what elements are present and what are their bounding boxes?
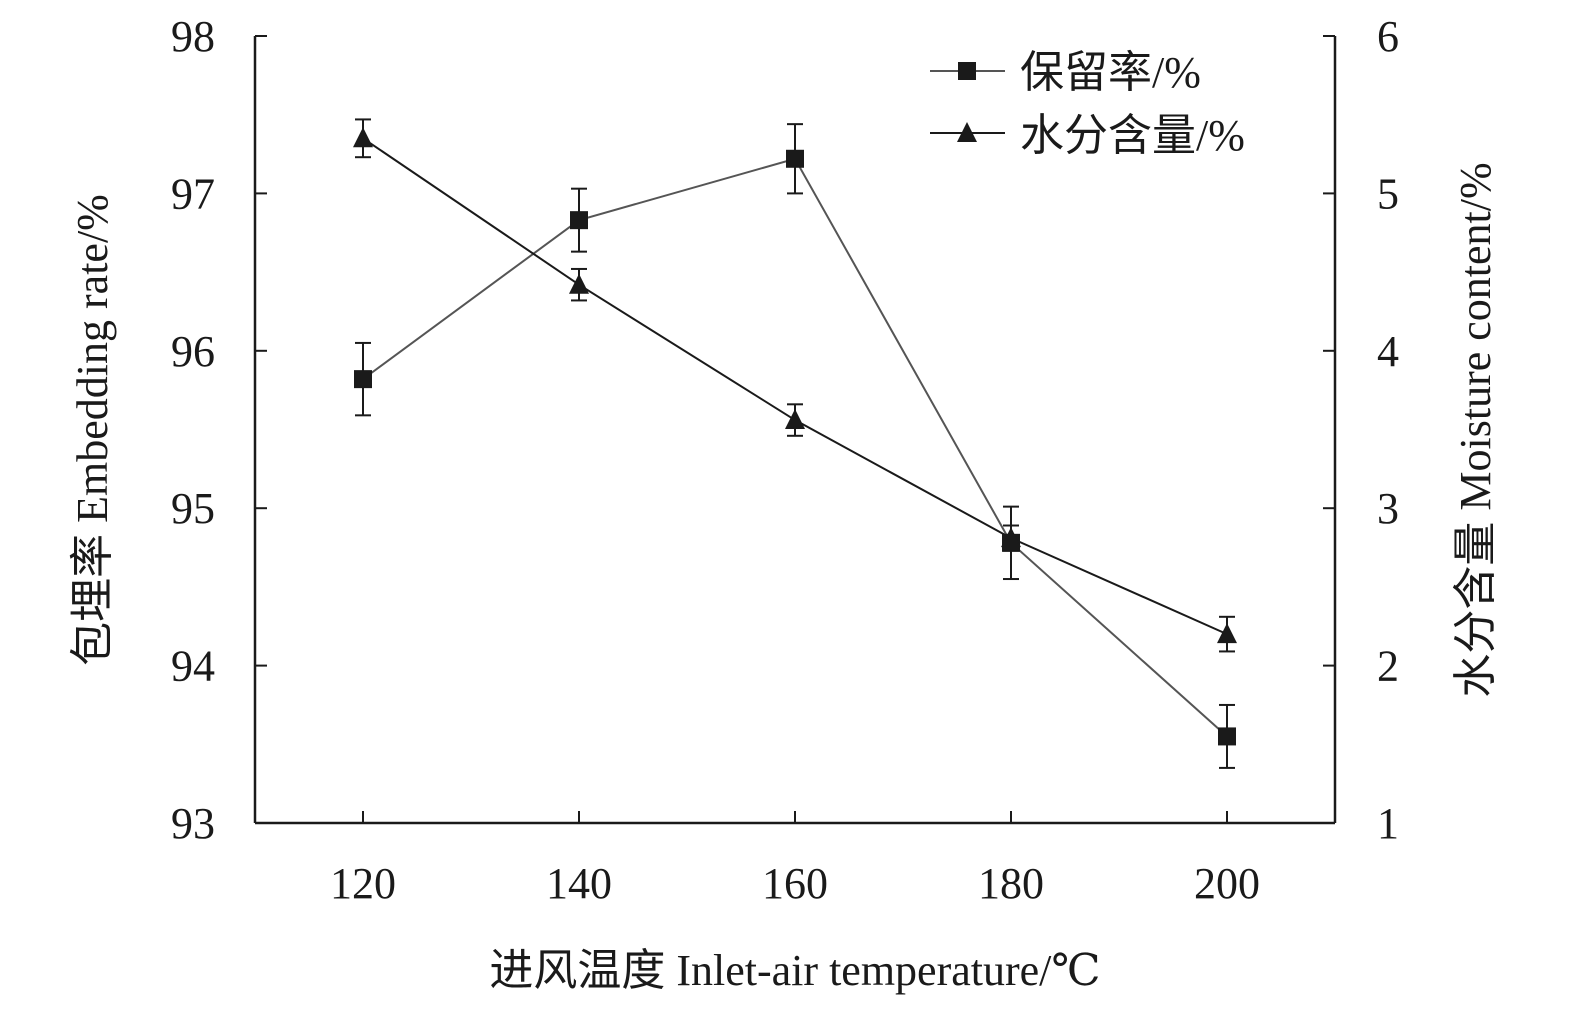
- x-axis-title: 进风温度 Inlet-air temperature/℃: [489, 946, 1100, 995]
- right-y-axis-title: 水分含量 Moisture content/%: [1451, 162, 1500, 697]
- ticks: 93 94 95 96 97 98 1 2 3 4 5 6 120 140 160 180 200: [171, 12, 1399, 908]
- left-y-tick-label: 94: [171, 642, 215, 691]
- right-y-tick-label: 1: [1377, 799, 1399, 848]
- legend-label-retention: 保留率/%: [1020, 48, 1201, 97]
- series-line: [362, 157, 1228, 738]
- data-point-square: [354, 370, 372, 389]
- legend-square-marker: [958, 62, 976, 80]
- x-tick-label: 140: [546, 859, 612, 908]
- data-point-triangle: [1001, 527, 1021, 548]
- data-point-square: [1218, 727, 1236, 746]
- right-y-tick-label: 5: [1377, 169, 1399, 218]
- series-retention: [354, 123, 1236, 769]
- legend: 保留率/% 水分含量/%: [930, 48, 1245, 160]
- left-y-tick-label: 96: [171, 327, 215, 376]
- x-tick-label: 200: [1194, 859, 1260, 908]
- data-point-triangle: [569, 273, 589, 294]
- legend-item-retention: 保留率/%: [930, 48, 1201, 97]
- right-y-tick-label: 4: [1377, 327, 1399, 376]
- left-y-tick-label: 93: [171, 799, 215, 848]
- data-point-triangle: [1217, 623, 1237, 644]
- series-moisture: [353, 118, 1237, 653]
- series-line: [362, 137, 1228, 636]
- data-point-triangle: [785, 409, 805, 430]
- right-y-tick-label: 6: [1377, 12, 1399, 61]
- left-y-tick-label: 95: [171, 484, 215, 533]
- left-y-tick-label: 97: [171, 169, 215, 218]
- series-layer: [353, 118, 1237, 769]
- left-y-axis-title: 包埋率 Embedding rate/%: [68, 194, 117, 666]
- left-y-tick-label: 98: [171, 12, 215, 61]
- legend-item-moisture: 水分含量/%: [930, 111, 1245, 160]
- legend-triangle-marker: [957, 122, 977, 142]
- legend-label-moisture: 水分含量/%: [1020, 111, 1245, 160]
- right-y-tick-label: 3: [1377, 484, 1399, 533]
- x-tick-label: 160: [762, 859, 828, 908]
- right-y-tick-label: 2: [1377, 642, 1399, 691]
- data-point-square: [786, 149, 804, 168]
- x-tick-label: 180: [978, 859, 1044, 908]
- x-tick-label: 120: [330, 859, 396, 908]
- data-point-square: [570, 211, 588, 230]
- data-point-triangle: [353, 127, 373, 148]
